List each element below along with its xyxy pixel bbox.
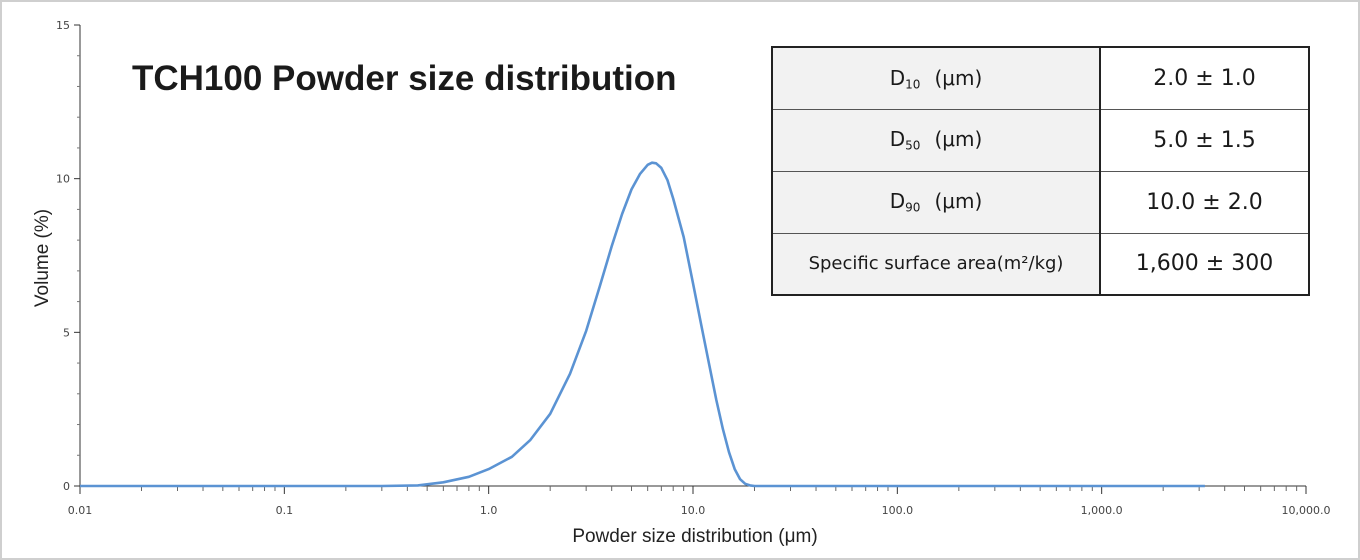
y-axis-label: Volume (%): [32, 209, 53, 307]
param-label: D: [889, 189, 906, 214]
y-tick-label: 5: [63, 326, 70, 339]
x-tick-label: 1.0: [480, 504, 498, 517]
series-line: [80, 161, 1205, 488]
param-subscript: 90: [905, 200, 921, 215]
param-cell-d10: D10 (μm): [771, 46, 1101, 110]
param-cell-d50: D50 (μm): [771, 108, 1101, 172]
x-axis-ticks: 0.01 0.1 1.0 10.0 100.0 1,000.0 10,000.0: [68, 486, 1331, 517]
x-tick-label: 10,000.0: [1282, 504, 1331, 517]
table-row: D90 (μm) 10.0 ± 2.0: [771, 170, 1310, 234]
table-row: D10 (μm) 2.0 ± 1.0: [771, 46, 1310, 110]
x-tick-label: 0.01: [68, 504, 93, 517]
value-cell-d50: 5.0 ± 1.5: [1099, 108, 1310, 172]
value-cell-d10: 2.0 ± 1.0: [1099, 46, 1310, 110]
x-tick-label: 1,000.0: [1081, 504, 1123, 517]
param-cell-d90: D90 (μm): [771, 170, 1101, 234]
y-tick-label: 10: [56, 173, 70, 186]
table-row: Specific surface area(m²/kg) 1,600 ± 300: [771, 232, 1310, 296]
value-cell-surface-area: 1,600 ± 300: [1099, 232, 1310, 296]
y-tick-label: 0: [63, 480, 70, 493]
x-tick-label: 10.0: [681, 504, 706, 517]
param-subscript: 50: [905, 138, 921, 153]
param-unit: (μm): [934, 127, 983, 152]
x-tick-label: 100.0: [882, 504, 914, 517]
param-label: D: [889, 65, 906, 90]
spec-table: D10 (μm) 2.0 ± 1.0 D50 (μm) 5.0 ± 1.5 D90(…: [771, 46, 1310, 296]
param-unit: (μm): [934, 189, 983, 214]
x-axis-label: Powder size distribution (μm): [572, 526, 817, 547]
param-unit: (μm): [934, 65, 983, 90]
x-tick-label: 0.1: [276, 504, 294, 517]
param-subscript: 10: [905, 77, 921, 91]
y-axis-ticks: 0 5 10 15: [56, 19, 80, 493]
table-row: D50 (μm) 5.0 ± 1.5: [771, 108, 1310, 172]
value-cell-d90: 10.0 ± 2.0: [1099, 170, 1310, 234]
y-tick-label: 15: [56, 19, 70, 32]
param-cell-surface-area: Specific surface area(m²/kg): [771, 232, 1101, 296]
param-label: D: [889, 127, 906, 152]
chart-title: TCH100 Powder size distribution: [132, 59, 677, 98]
